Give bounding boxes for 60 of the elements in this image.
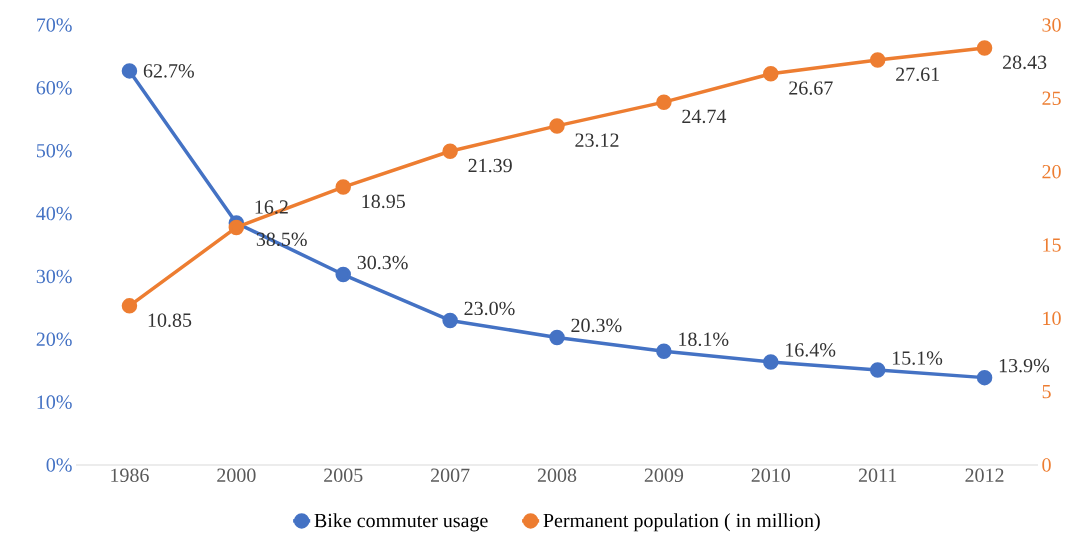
data-label: 28.43 (1002, 55, 1047, 70)
y2-tick-label: 25 (1042, 91, 1061, 106)
point (869, 362, 886, 378)
data-label: 30.3% (357, 255, 408, 270)
data-label: 23.12 (575, 133, 619, 147)
x-tick-label: 2000 (217, 468, 256, 483)
y2-tick-label: 30 (1042, 18, 1061, 32)
point (335, 179, 351, 195)
data-label: 27.61 (896, 67, 939, 82)
y-tick-label: 50% (36, 143, 72, 158)
x-tick-label: 2009 (644, 468, 684, 483)
data-label: 24.74 (682, 109, 727, 124)
point (976, 369, 993, 386)
data-label: 20.3% (571, 318, 622, 333)
x-tick-label: 2011 (858, 468, 897, 483)
y-tick-label: 60% (36, 81, 72, 95)
x-tick-label: 2005 (324, 468, 363, 483)
y-tick-label: 30% (36, 269, 72, 284)
point (121, 63, 138, 79)
point (442, 143, 458, 160)
data-label: 16.2 (255, 200, 288, 214)
point (656, 343, 672, 359)
data-label: 21.39 (468, 158, 512, 173)
data-label: 16.4% (786, 343, 836, 357)
data-label: 26.67 (789, 81, 833, 95)
point (549, 118, 565, 134)
legend-label: Permanent population ( in million) (543, 513, 820, 532)
x-tick-label: 2010 (751, 468, 791, 483)
data-label: 18.1% (679, 332, 729, 347)
y2-tick-label: 15 (1043, 238, 1061, 252)
point (976, 40, 993, 56)
data-label: 13.9% (999, 358, 1050, 373)
point (869, 52, 886, 68)
data-label: 62.7% (143, 64, 194, 78)
point (763, 354, 779, 370)
legend-label: Bike commuter usage (314, 513, 488, 532)
y-tick-label: 20% (36, 332, 72, 347)
point (228, 219, 245, 236)
point (442, 312, 458, 329)
y2-tick-label: 20 (1042, 164, 1061, 179)
x-tick-label: 2012 (965, 468, 1004, 483)
point (335, 266, 351, 283)
data-label: 18.95 (362, 194, 405, 209)
point (549, 329, 565, 346)
x-tick-label: 2007 (430, 468, 470, 483)
y2-tick-label: 0 (1042, 458, 1051, 472)
y-tick-label: 70% (37, 18, 72, 32)
point (763, 66, 779, 82)
y-tick-label: 40% (36, 206, 72, 221)
y-tick-label: 10% (37, 395, 72, 409)
point (121, 298, 138, 314)
data-label: 23.0% (464, 301, 515, 316)
data-label: 15.1% (892, 351, 943, 365)
y2-tick-label: 10 (1043, 311, 1061, 326)
y-tick-label: 0% (46, 458, 72, 472)
x-tick-label: 2008 (537, 468, 577, 483)
data-label: 10.85 (148, 313, 192, 327)
point (656, 94, 672, 110)
y2-tick-label: 5 (1042, 385, 1051, 399)
x-tick-label: 1986 (111, 468, 149, 483)
